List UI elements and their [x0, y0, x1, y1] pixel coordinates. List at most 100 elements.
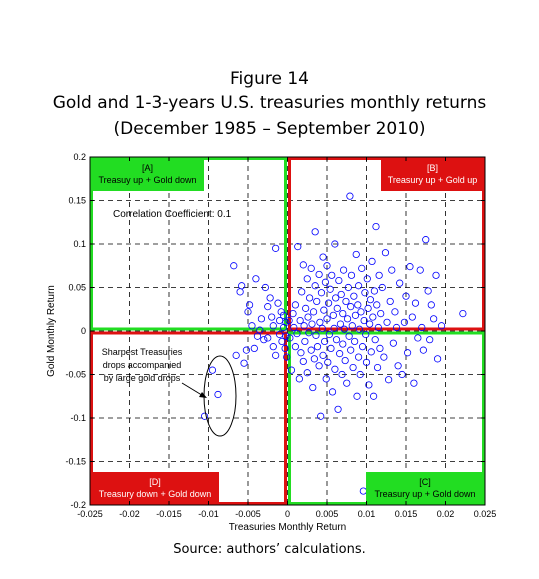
scatter-point	[332, 336, 341, 344]
scatter-point	[325, 330, 333, 339]
scatter-point	[357, 308, 365, 316]
quadrant-c-label: [C] Treasury up + Gold down	[366, 472, 484, 505]
scatter-point	[422, 236, 430, 244]
scatter-point	[369, 313, 377, 321]
y-tick-label: -0.1	[70, 413, 86, 423]
scatter-point	[459, 309, 467, 318]
y-tick-label: 0.2	[73, 152, 86, 162]
scatter-point	[361, 289, 369, 297]
scatter-point	[360, 316, 368, 325]
scatter-point	[269, 343, 277, 351]
quadrant-c-tag: [C]	[419, 477, 431, 487]
scatter-point	[291, 343, 299, 351]
scatter-point	[308, 320, 316, 328]
scatter-point	[238, 282, 246, 290]
scatter-point	[367, 348, 375, 356]
scatter-point	[323, 315, 331, 323]
scatter-point	[282, 332, 290, 340]
scatter-point	[372, 223, 380, 231]
scatter-point	[302, 304, 310, 312]
scatter-point	[257, 315, 266, 323]
scatter-point	[410, 379, 418, 387]
scatter-point	[240, 359, 248, 367]
scatter-point	[339, 340, 347, 348]
quadrant-b-label: [B] Treasury up + Gold up	[381, 158, 484, 191]
scatter-point	[342, 297, 350, 306]
axis-ticks: -0.025 -0.02 -0.015 -0.01 -0.005 0 0.005 0.01 0.…	[65, 152, 496, 519]
quadrant-c-desc: Treasury up + Gold down	[375, 489, 476, 499]
x-tick-label: 0.01	[358, 509, 376, 519]
scatter-point	[383, 318, 391, 326]
y-axis-label: Gold Monthly Return	[46, 285, 57, 377]
scatter-point	[320, 306, 328, 314]
y-tick-label: 0.05	[68, 283, 86, 293]
scatter-point	[242, 346, 251, 354]
scatter-point	[374, 323, 382, 332]
scatter-point	[287, 366, 296, 374]
scatter-point	[343, 379, 351, 387]
scatter-point	[386, 297, 394, 306]
scatter-point	[364, 304, 372, 312]
scatter-point	[256, 326, 264, 334]
scatter-point	[373, 363, 382, 372]
scatter-point	[318, 324, 326, 332]
scatter-point	[317, 289, 326, 297]
annotation-group: Sharpest Treasuries drops accompanied by l…	[102, 347, 237, 437]
scatter-point	[371, 336, 379, 344]
scatter-point	[340, 325, 348, 333]
scatter-point	[337, 290, 345, 299]
scatter-point	[355, 325, 363, 333]
scatter-point	[313, 343, 322, 351]
scatter-point	[311, 228, 319, 236]
scatter-point	[351, 311, 360, 319]
scatter-point	[208, 366, 217, 374]
scatter-point	[319, 253, 327, 261]
scatter-point	[366, 296, 375, 304]
scatter-point	[402, 292, 410, 300]
quadrant-b-tag: [B]	[427, 163, 438, 173]
scatter-point	[324, 299, 333, 307]
scatter-point	[283, 353, 291, 361]
scatter-point	[339, 309, 347, 318]
scatter-point	[388, 266, 396, 274]
x-tick-label: 0.02	[437, 509, 455, 519]
scatter-point	[300, 322, 308, 330]
scatter-point	[303, 275, 311, 283]
scatter-point	[230, 262, 238, 270]
quadrant-c-label-box	[366, 472, 484, 505]
scatter-point	[253, 332, 262, 340]
scatter-point	[319, 351, 327, 359]
scatter-point	[389, 339, 397, 347]
quadrant-a-label: [A] Treasuy up + Gold down	[91, 158, 204, 191]
scatter-point	[347, 303, 355, 311]
scatter-point	[324, 358, 332, 366]
scatter-point	[307, 264, 315, 272]
annotation-arrow-head	[199, 392, 207, 398]
scatter-point	[377, 309, 385, 318]
scatter-point	[331, 240, 339, 248]
y-tick-label: 0.1	[73, 239, 86, 249]
scatter-point	[299, 261, 307, 269]
scatter-point	[336, 320, 345, 328]
scatter-point	[315, 362, 323, 370]
scatter-point	[381, 249, 390, 257]
scatter-point	[392, 323, 401, 332]
scatter-point	[427, 301, 435, 309]
scatter-point	[260, 336, 268, 344]
scatter-point	[261, 283, 269, 292]
scatter-point	[356, 370, 364, 379]
scatter-point	[346, 192, 354, 200]
scatter-point	[317, 412, 325, 420]
plot-frame	[89, 156, 486, 506]
scatter-point	[296, 316, 304, 325]
scatter-point	[354, 301, 362, 309]
quadrant-d-tag: [D]	[149, 477, 161, 487]
scatter-point	[406, 263, 414, 271]
scatter-point	[350, 292, 358, 300]
scatter-point	[330, 324, 338, 332]
scatter-point	[312, 331, 320, 339]
scatter-point	[278, 337, 286, 346]
scatter-point	[200, 412, 209, 420]
scatter-point	[365, 381, 373, 389]
scatter-point	[279, 311, 288, 319]
